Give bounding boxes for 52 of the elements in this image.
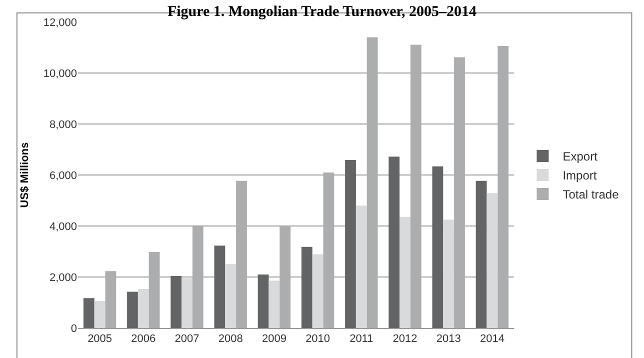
bar <box>410 44 422 328</box>
bar <box>356 206 367 328</box>
bar <box>138 288 149 328</box>
bar <box>443 220 454 328</box>
bar <box>214 246 226 328</box>
y-tick-label: 12,000 <box>43 16 77 29</box>
y-tick-label: 8,000 <box>49 118 77 131</box>
bar <box>258 274 269 328</box>
bar <box>94 300 106 328</box>
bar <box>388 156 400 328</box>
bar <box>312 254 324 328</box>
bar <box>105 271 116 328</box>
bar <box>366 37 378 328</box>
bar <box>486 193 498 328</box>
y-tick-label: 10,000 <box>43 68 77 80</box>
bar <box>192 226 204 328</box>
bar <box>301 246 312 328</box>
legend-label: Export <box>562 150 598 164</box>
bar <box>170 276 182 328</box>
y-tick-label: 4,000 <box>49 220 77 233</box>
legend-label: Import <box>562 168 598 183</box>
legend-label: Total trade <box>562 188 620 202</box>
bar <box>127 292 138 328</box>
x-tick-label: 2014 <box>480 333 504 346</box>
bar <box>225 264 236 328</box>
bar <box>280 226 291 328</box>
bar <box>236 180 247 328</box>
bar <box>476 180 487 328</box>
bar <box>345 160 356 328</box>
x-tick-label: 2008 <box>218 333 243 346</box>
bar <box>182 278 192 328</box>
y-tick-label: 0 <box>70 322 77 335</box>
x-tick-label: 2009 <box>262 333 286 346</box>
y-tick-label: 6,000 <box>49 170 77 182</box>
bar <box>454 57 465 328</box>
bar <box>498 46 509 328</box>
bar <box>432 166 444 328</box>
x-tick-label: 2010 <box>306 333 330 346</box>
x-tick-label: 2006 <box>131 333 156 346</box>
bar <box>268 280 280 328</box>
bar <box>148 252 160 328</box>
x-tick-label: 2012 <box>392 333 418 346</box>
bar <box>83 298 94 328</box>
y-axis-title: US$ Millions <box>18 142 31 208</box>
x-tick-label: 2007 <box>174 333 200 346</box>
x-tick-label: 2013 <box>436 333 461 346</box>
y-tick-label: 2,000 <box>49 272 77 284</box>
bar <box>323 172 334 328</box>
bar <box>400 216 410 328</box>
x-tick-label: 2005 <box>88 333 112 346</box>
x-tick-label: 2011 <box>350 333 374 346</box>
chart-title: Figure 1. Mongolian Trade Turnover, 2005–2014 <box>167 4 478 20</box>
